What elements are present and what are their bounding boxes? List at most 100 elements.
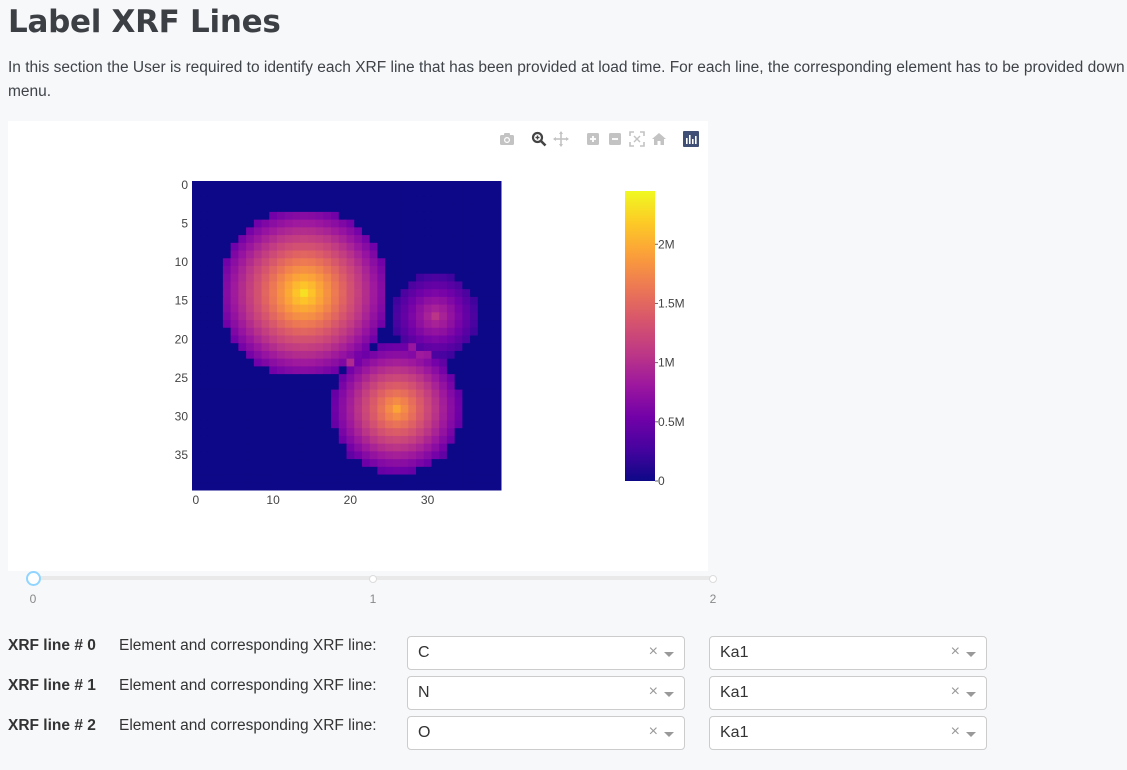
slider-mark-1[interactable]: 1 bbox=[369, 592, 377, 606]
heatmap-cell bbox=[323, 250, 332, 259]
heatmap-cell bbox=[485, 188, 494, 197]
heatmap-cell bbox=[346, 389, 355, 398]
xrf-line-dropdown-2[interactable]: Ka1 × bbox=[709, 716, 987, 750]
plotly-logo-icon[interactable] bbox=[680, 129, 702, 149]
heatmap-cell bbox=[199, 265, 208, 275]
clear-icon[interactable]: × bbox=[648, 683, 658, 700]
heatmap-cell bbox=[408, 327, 417, 336]
heatmap-cell bbox=[207, 428, 216, 437]
heatmap-cell bbox=[199, 219, 208, 228]
reset-axes-icon[interactable] bbox=[648, 129, 670, 149]
slider-dot-1[interactable] bbox=[369, 575, 377, 583]
heatmap-cell bbox=[400, 443, 409, 452]
heatmap-cell bbox=[222, 327, 232, 336]
heatmap-cell bbox=[454, 366, 463, 375]
heatmap-cell bbox=[485, 181, 494, 190]
heatmap-cell bbox=[331, 443, 340, 452]
line-slider[interactable]: 0 1 2 bbox=[26, 571, 717, 611]
chevron-down-icon[interactable] bbox=[966, 732, 976, 737]
xrf-line-name: XRF line # 1 bbox=[8, 677, 96, 694]
xrf-line-name: XRF line # 2 bbox=[8, 717, 96, 734]
heatmap-cell bbox=[261, 459, 270, 468]
heatmap-cell bbox=[230, 374, 239, 383]
clear-icon[interactable]: × bbox=[648, 723, 658, 740]
heatmap-cell bbox=[300, 389, 309, 398]
heatmap-cell bbox=[354, 289, 363, 298]
heatmap-cell bbox=[222, 219, 232, 228]
heatmap-cell bbox=[331, 381, 340, 391]
heatmap-cell bbox=[230, 451, 239, 460]
heatmap-cell bbox=[222, 397, 232, 406]
heatmap-cell bbox=[439, 327, 448, 336]
zoom-in-icon[interactable] bbox=[582, 129, 604, 149]
heatmap-cell bbox=[485, 343, 494, 352]
clear-icon[interactable]: × bbox=[648, 643, 658, 660]
heatmap-cell bbox=[431, 358, 440, 367]
zoom-out-icon[interactable] bbox=[604, 129, 626, 149]
heatmap-cell bbox=[261, 381, 270, 391]
heatmap-cell bbox=[431, 482, 440, 491]
zoom-icon[interactable] bbox=[528, 129, 550, 149]
slider-mark-2[interactable]: 2 bbox=[709, 592, 717, 606]
heatmap-cell bbox=[423, 389, 432, 398]
element-dropdown-1[interactable]: N × bbox=[407, 676, 685, 710]
heatmap-cell bbox=[323, 181, 332, 190]
heatmap-cell bbox=[284, 273, 293, 282]
heatmap-cell bbox=[354, 188, 363, 197]
heatmap-cell bbox=[238, 451, 247, 460]
heatmap-cell bbox=[400, 296, 409, 306]
heatmap-cell bbox=[276, 350, 286, 360]
chevron-down-icon[interactable] bbox=[664, 692, 674, 697]
heatmap-cell bbox=[369, 459, 378, 468]
slider-handle[interactable] bbox=[26, 571, 41, 586]
heatmap-cell bbox=[392, 350, 402, 360]
heatmap-cell bbox=[284, 235, 293, 244]
heatmap-cell bbox=[462, 219, 471, 228]
heatmap-cell bbox=[307, 420, 317, 429]
heatmap-cell bbox=[323, 320, 332, 329]
heatmap-cell bbox=[331, 235, 340, 244]
heatmap-cell bbox=[238, 412, 247, 421]
heatmap-cell bbox=[400, 482, 409, 491]
heatmap-cell bbox=[354, 451, 363, 460]
clear-icon[interactable]: × bbox=[950, 643, 960, 660]
heatmap-cell bbox=[215, 204, 224, 213]
pan-icon[interactable] bbox=[550, 129, 572, 149]
heatmap-cell bbox=[493, 181, 502, 190]
heatmap-cell bbox=[192, 335, 201, 344]
heatmap-cell bbox=[462, 335, 471, 344]
heatmap-cell bbox=[369, 435, 378, 445]
heatmap-cell bbox=[292, 466, 301, 476]
clear-icon[interactable]: × bbox=[950, 723, 960, 740]
heatmap-cell bbox=[246, 335, 255, 344]
heatmap-cell bbox=[323, 397, 332, 406]
xrf-line-dropdown-1[interactable]: Ka1 × bbox=[709, 676, 987, 710]
heatmap-cell bbox=[192, 281, 201, 290]
heatmap-cell bbox=[238, 327, 247, 336]
heatmap-cell bbox=[323, 327, 332, 336]
chevron-down-icon[interactable] bbox=[664, 652, 674, 657]
heatmap-cell bbox=[431, 273, 440, 282]
heatmap-cell bbox=[238, 381, 247, 391]
chevron-down-icon[interactable] bbox=[664, 732, 674, 737]
heatmap-cell bbox=[462, 405, 471, 414]
heatmap-cell bbox=[431, 428, 440, 437]
autoscale-icon[interactable] bbox=[626, 129, 648, 149]
heatmap-cell bbox=[331, 474, 340, 483]
heatmap-cell bbox=[307, 304, 317, 313]
heatmap-cell bbox=[253, 350, 263, 360]
chevron-down-icon[interactable] bbox=[966, 652, 976, 657]
slider-dot-2[interactable] bbox=[709, 575, 717, 583]
heatmap-cell bbox=[215, 420, 224, 429]
clear-icon[interactable]: × bbox=[950, 683, 960, 700]
element-dropdown-0[interactable]: C × bbox=[407, 636, 685, 670]
chevron-down-icon[interactable] bbox=[966, 692, 976, 697]
element-dropdown-2[interactable]: O × bbox=[407, 716, 685, 750]
heatmap-cell bbox=[400, 242, 409, 252]
camera-icon[interactable] bbox=[496, 129, 518, 149]
heatmap-cell bbox=[485, 296, 494, 306]
heatmap-cell bbox=[470, 265, 479, 275]
xrf-line-dropdown-0[interactable]: Ka1 × bbox=[709, 636, 987, 670]
slider-mark-0[interactable]: 0 bbox=[29, 592, 37, 606]
